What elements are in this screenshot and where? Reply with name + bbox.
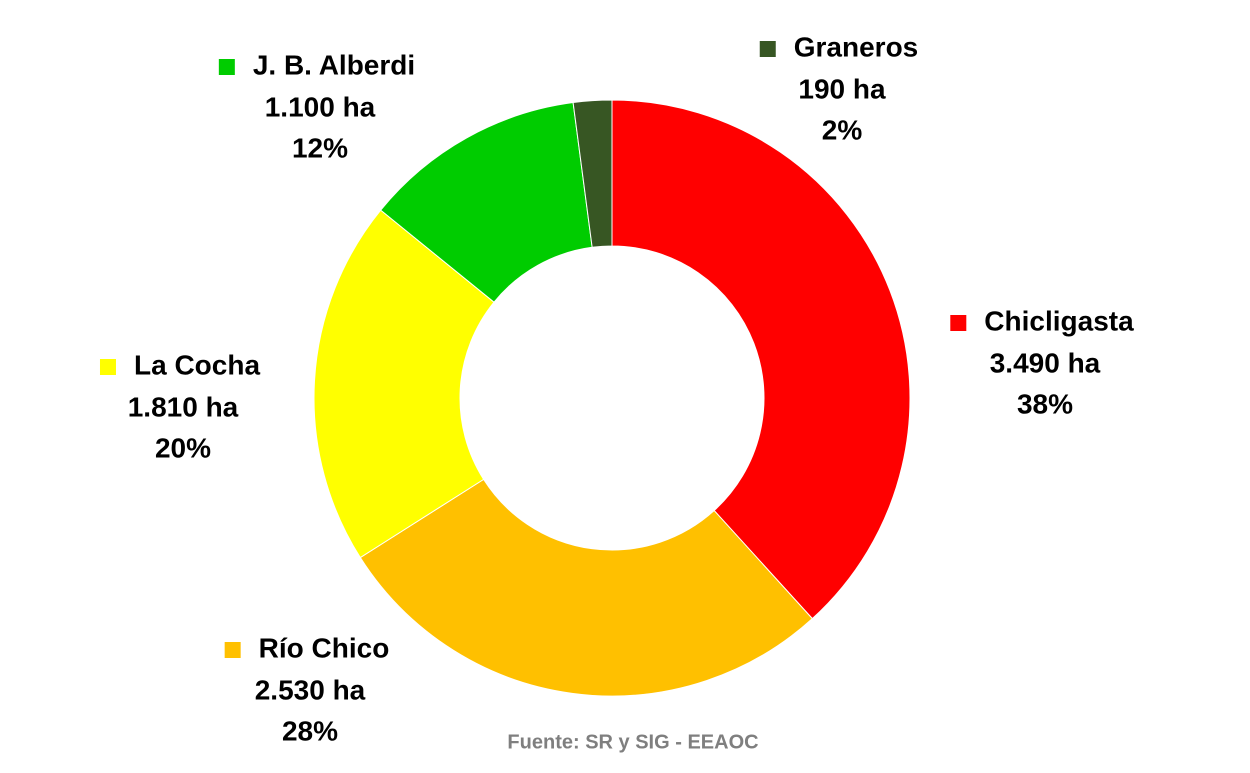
legend-swatch [218, 59, 235, 75]
source-note: Fuente: SR y SIG - EEAOC [507, 731, 758, 753]
donut-slice [359, 478, 814, 697]
percent-label: 38% [1017, 388, 1073, 419]
legend-label: Graneros [794, 31, 919, 62]
donut-slice [611, 99, 911, 620]
percent-label: 20% [155, 432, 211, 463]
donut-slice [313, 209, 495, 559]
legend-label: J. B. Alberdi [253, 49, 415, 80]
donut-slice [572, 99, 613, 248]
legend-swatch [950, 315, 967, 331]
legend-label: Río Chico [259, 632, 390, 663]
legend-label: Chicligasta [984, 305, 1134, 336]
value-label: 2.530 ha [255, 674, 366, 705]
percent-label: 2% [822, 114, 863, 145]
value-label: 190 ha [798, 73, 886, 104]
legend-label: La Cocha [134, 349, 260, 380]
legend-swatch [759, 41, 776, 57]
percent-label: 28% [282, 715, 338, 746]
legend-swatch [99, 359, 116, 375]
value-label: 1.100 ha [265, 91, 376, 122]
percent-label: 12% [292, 132, 348, 163]
value-label: 1.810 ha [128, 391, 239, 422]
legend-swatch [224, 642, 241, 658]
value-label: 3.490 ha [990, 347, 1101, 378]
